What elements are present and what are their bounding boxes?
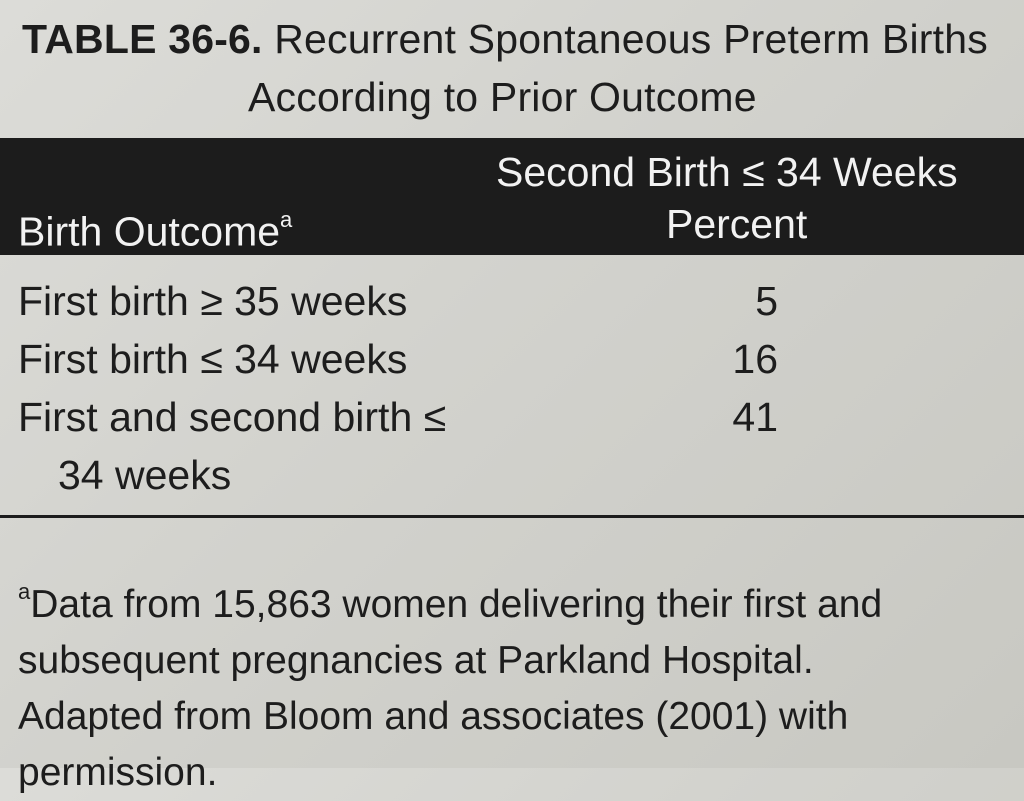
table-title-text: Recurrent Spontaneous Preterm Births [274, 16, 988, 62]
table-row: First birth ≥ 35 weeks 5 [18, 272, 1008, 330]
footnote-line-1: aData from 15,863 women delivering their… [18, 568, 1018, 633]
row-percent: 5 [755, 278, 778, 324]
header-percent: Percent [666, 201, 808, 247]
source-note: Adapted from Bloom and associates (2001)… [18, 695, 849, 794]
book-page: TABLE 36-6. Recurrent Spontaneous Preter… [0, 10, 1024, 794]
table-title: TABLE 36-6. Recurrent Spontaneous Preter… [22, 10, 1012, 126]
table-body: First birth ≥ 35 weeks 5 First birth ≤ 3… [18, 272, 1008, 504]
table-title-line-1: TABLE 36-6. Recurrent Spontaneous Preter… [22, 10, 1012, 68]
header-birth-outcome-text: Birth Outcome [18, 208, 281, 255]
table-footnote: aData from 15,863 women delivering their… [18, 568, 1018, 801]
row-percent: 41 [732, 394, 778, 440]
row-outcome-line-2: 34 weeks [58, 452, 232, 498]
row-outcome: First birth ≤ 34 weeks [18, 336, 408, 382]
row-outcome-line-1: First and second birth ≤ [18, 394, 447, 440]
row-percent: 16 [732, 336, 778, 382]
table-row: First and second birth ≤ 34 weeks 41 [18, 388, 1008, 504]
table-row: First birth ≤ 34 weeks 16 [18, 330, 1008, 388]
table-number: TABLE 36-6. [22, 16, 263, 62]
header-birth-outcome: Birth Outcomea [18, 198, 292, 258]
footnote-text-1: Data from 15,863 women delivering their … [30, 583, 883, 626]
footnote-line-2: subsequent pregnancies at Parkland Hospi… [18, 639, 814, 682]
footnote-mark: a [18, 579, 31, 604]
table-header: Second Birth ≤ 34 Weeks Birth Outcomea P… [0, 138, 1024, 255]
row-outcome: First birth ≥ 35 weeks [18, 278, 408, 324]
table-title-line-2: According to Prior Outcome [248, 74, 757, 120]
header-second-birth: Second Birth ≤ 34 Weeks [496, 149, 958, 195]
footnote-marker: a [280, 207, 293, 232]
row-outcome: First and second birth ≤ 34 weeks [18, 388, 448, 504]
table-bottom-rule [0, 515, 1024, 518]
